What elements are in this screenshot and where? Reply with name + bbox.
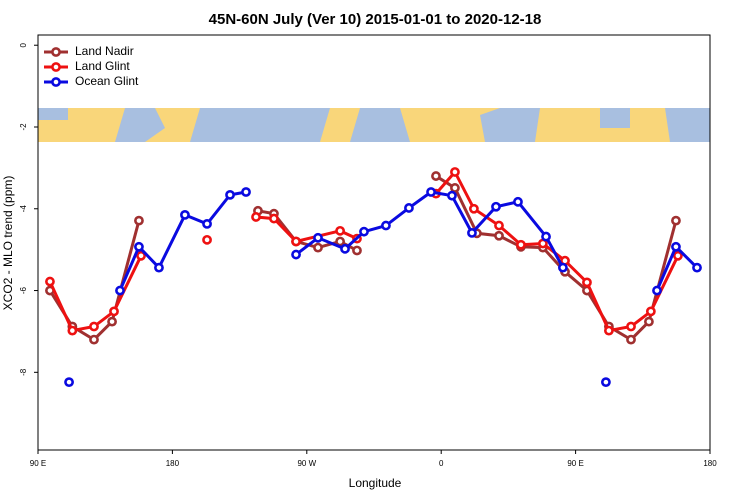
x-tick-label: 90 E: [30, 459, 46, 468]
point: [134, 241, 144, 252]
legend-label: Ocean Glint: [75, 74, 139, 88]
legend-label: Land Glint: [75, 59, 130, 73]
point: [202, 234, 212, 245]
point: [491, 201, 501, 212]
point: [89, 334, 99, 345]
point: [64, 377, 74, 388]
point: [450, 183, 460, 193]
point: [558, 262, 568, 273]
point: [335, 225, 346, 236]
point: [404, 203, 414, 213]
point: [109, 306, 119, 317]
point: [45, 276, 55, 287]
point: [136, 250, 146, 261]
y-axis-label: XCO2 - MLO trend (ppm): [1, 176, 15, 311]
point: [241, 187, 251, 197]
point: [225, 189, 235, 200]
point: [251, 212, 261, 222]
x-tick-label: 180: [703, 459, 717, 468]
point: [671, 215, 681, 226]
point: [313, 242, 323, 253]
legend-marker: [51, 62, 61, 72]
point: [469, 203, 479, 214]
point: [381, 220, 391, 231]
y-tick-label: -2: [19, 123, 28, 131]
point: [541, 231, 551, 242]
point: [447, 190, 457, 201]
point: [652, 285, 662, 296]
point: [202, 218, 212, 229]
y-tick-label: -6: [19, 286, 28, 294]
point: [359, 226, 369, 237]
point: [626, 321, 636, 332]
x-tick-label: 90 W: [297, 459, 316, 468]
y-tick-label: -4: [19, 205, 28, 213]
point: [601, 377, 611, 388]
x-tick-label: 0: [439, 459, 444, 468]
legend-marker: [51, 47, 61, 57]
point: [516, 239, 526, 250]
point: [89, 321, 99, 332]
point: [450, 167, 460, 177]
point: [269, 213, 279, 224]
point: [134, 215, 144, 226]
point: [180, 210, 190, 220]
point: [467, 227, 477, 238]
plot-frame: [37, 34, 711, 451]
point: [352, 245, 362, 256]
point: [671, 241, 681, 252]
point: [644, 316, 654, 327]
map-band: [38, 108, 710, 142]
point: [107, 316, 117, 327]
point: [513, 196, 523, 207]
point: [645, 306, 656, 317]
point: [154, 262, 164, 273]
legend-marker: [51, 77, 61, 87]
x-tick-label: 90 E: [567, 459, 583, 468]
y-tick-label: -8: [19, 368, 28, 376]
x-axis-label: Longitude: [349, 476, 402, 490]
point: [626, 334, 636, 345]
point: [604, 325, 614, 336]
point: [494, 230, 504, 241]
x-tick-label: 180: [166, 459, 180, 468]
legend-label: Land Nadir: [75, 44, 134, 58]
point: [494, 220, 504, 231]
point: [672, 250, 683, 261]
point: [431, 171, 441, 181]
chart-title: 45N-60N July (Ver 10) 2015-01-01 to 2020…: [209, 11, 542, 28]
point: [582, 277, 592, 288]
point: [67, 325, 78, 336]
point: [340, 243, 350, 254]
point: [426, 187, 436, 197]
point: [291, 249, 301, 260]
point: [335, 236, 346, 247]
point: [115, 285, 125, 296]
point: [692, 262, 702, 273]
point: [291, 236, 301, 247]
point: [313, 232, 323, 243]
y-tick-label: 0: [19, 42, 28, 47]
